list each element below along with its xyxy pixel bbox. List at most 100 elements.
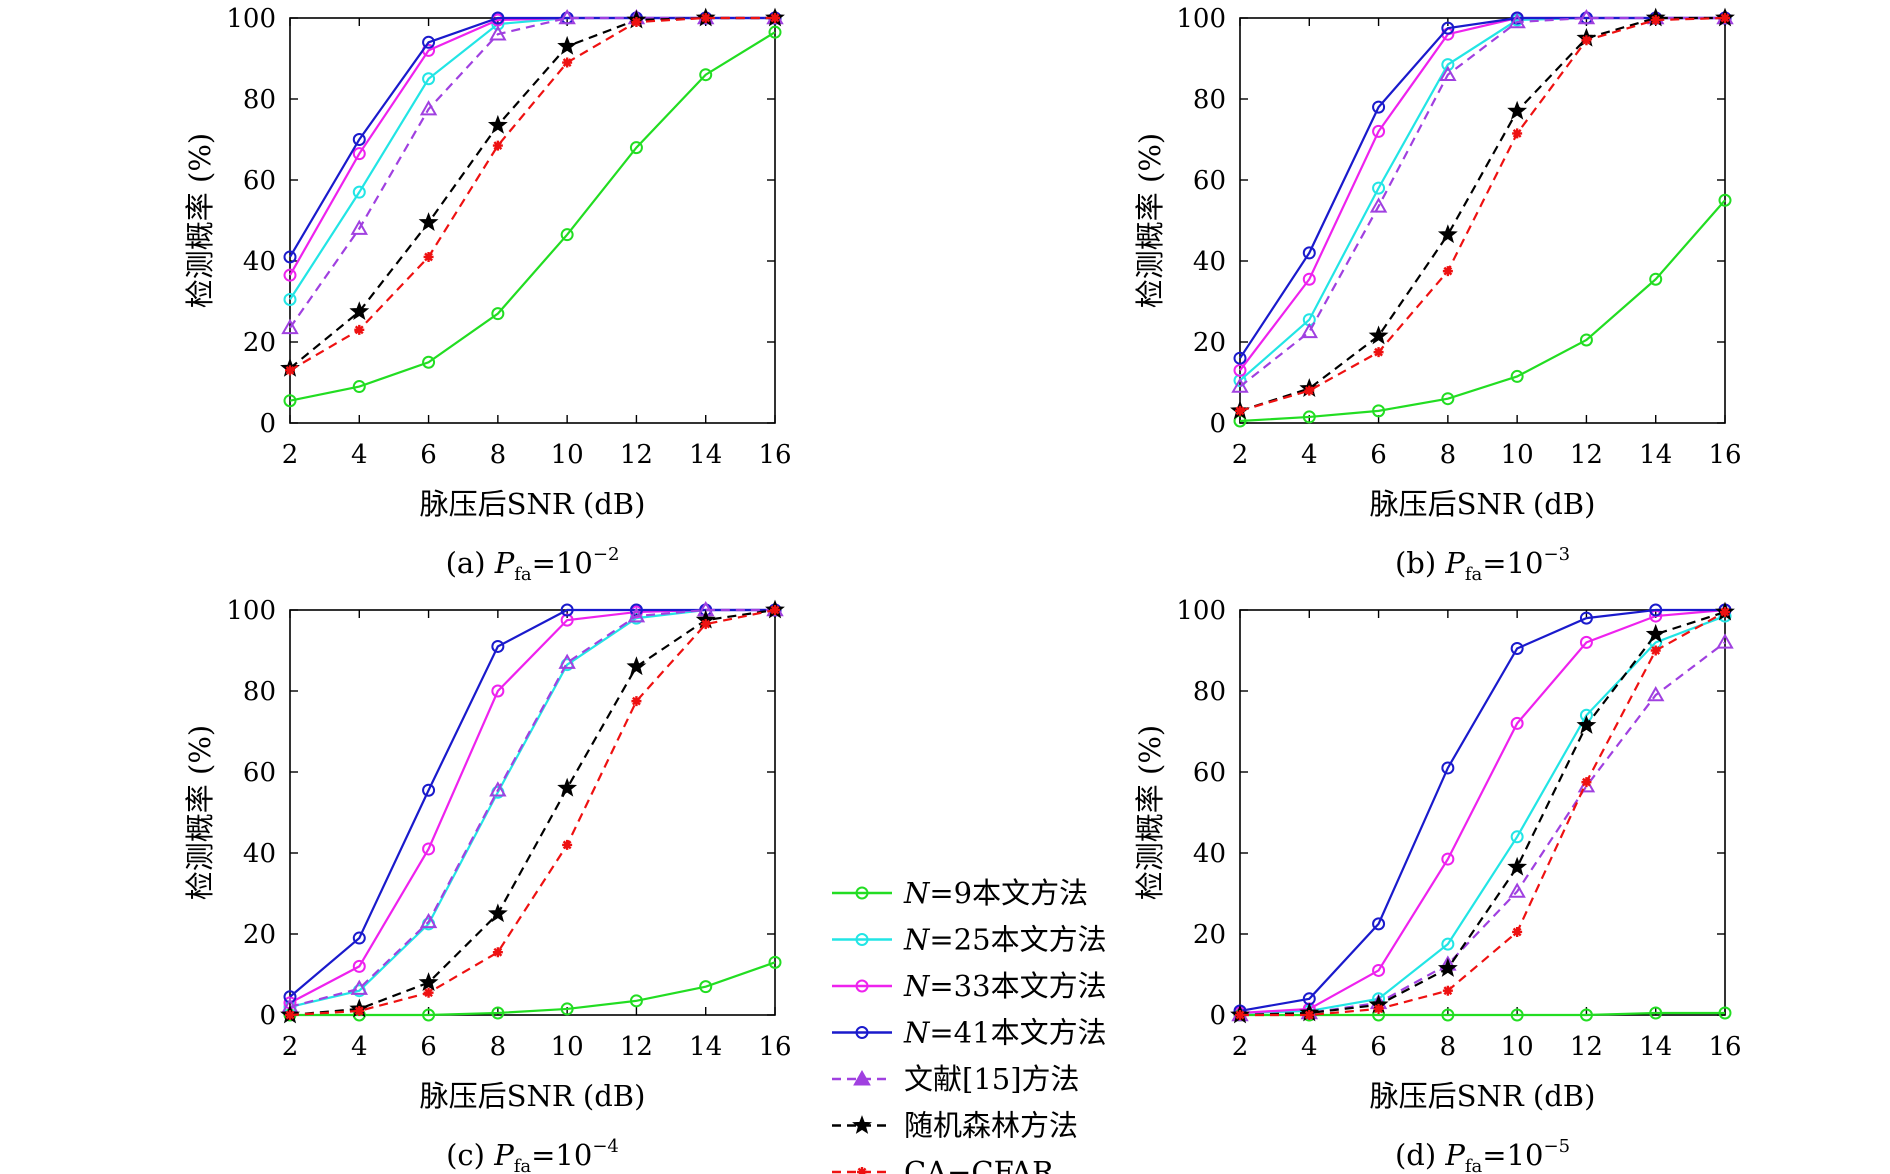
x-tick-label: 8 [1440,1032,1457,1062]
series-ref15 [281,8,784,335]
x-tick-label: 6 [420,440,437,470]
data-point-ref15 [627,607,646,623]
series-n25 [1233,609,1732,1020]
series-line-ref15 [289,608,775,1008]
series-line-ref15 [1239,641,1726,1017]
x-tick-label: 4 [351,1032,368,1062]
data-point-cfar [423,251,434,262]
series-line-cfar [289,608,776,1017]
legend-marker [855,1026,869,1039]
data-point-n9 [1579,333,1593,347]
data-point-n9 [491,307,505,321]
x-tick-label: 2 [1232,1032,1249,1062]
data-point-n41 [422,35,436,49]
data-point-cfar [285,365,295,376]
y-tick-label: 20 [243,328,276,358]
chart-panel-d: 2 4 6 8 10 12 14 16 0 20 40 60 80 100 脉压后SNR (dB) 检测概率 … [1133,596,1742,1174]
series-line-n41 [1239,608,1725,1013]
data-point-rf [1368,325,1389,345]
series-cfar [285,605,780,1020]
data-point-n33 [422,842,436,856]
panel-caption: (b) Pfa=10−3 [1395,544,1570,585]
data-point-ref15 [558,8,576,25]
data-point-n33 [1302,272,1316,286]
data-point-cfar [1373,1003,1384,1014]
y-tick-label: 0 [259,409,276,439]
data-point-n9 [491,1006,505,1020]
y-tick-label: 40 [1193,839,1226,869]
data-point-n9 [1718,1006,1732,1020]
data-point-cfar [1304,1010,1315,1020]
data-point-rf [1437,224,1458,244]
data-point-cfar [423,987,434,998]
legend-entry-n25: N=25本文方法 [832,923,1107,957]
series-line-cfar [1239,16,1726,412]
data-point-ref15 [419,912,438,929]
series-n9 [283,25,782,408]
chart-panel-a: 2 4 6 8 10 12 14 16 0 20 40 60 80 100 脉压后SNR (dB) 检测概率 … [183,4,792,585]
legend-marker [853,1069,871,1086]
series-line-n41 [289,608,775,998]
data-point-ref15 [1508,882,1526,898]
legend-marker [857,1167,867,1174]
data-point-n33 [283,268,297,282]
data-point-cfar [1581,777,1592,788]
data-point-ref15 [558,653,576,669]
series-line-n25 [1239,615,1726,1015]
x-tick-label: 10 [1501,440,1534,470]
series-line-rf [1239,16,1725,412]
data-point-ref15 [1369,197,1388,213]
data-point-cfar [354,324,365,335]
data-point-cfar [700,619,711,630]
y-tick-label: 40 [243,839,276,869]
data-point-rf [557,35,578,55]
data-point-n41 [283,250,297,264]
legend-label: N=9本文方法 [903,876,1088,910]
series-rf [280,7,785,377]
chart-panel-c: 2 4 6 8 10 12 14 16 0 20 40 60 80 100 脉压后SNR (dB) 检测概率 … [183,596,792,1174]
data-point-ref15 [1231,377,1249,393]
x-tick-label: 6 [420,1032,437,1062]
data-point-rf [349,301,370,321]
data-point-n41 [1302,246,1316,260]
legend-entry-n9: N=9本文方法 [832,876,1088,910]
data-point-rf [418,972,439,992]
series-n41 [1233,11,1732,365]
series-n41 [1233,603,1732,1018]
data-point-n33 [1233,363,1247,377]
x-tick-label: 12 [620,1032,653,1062]
data-point-n9 [629,141,643,155]
series-cfar [1235,607,1730,1020]
series-line-n9 [289,31,776,402]
data-point-cfar [1650,15,1661,26]
y-tick-label: 100 [226,596,276,626]
x-tick-label: 10 [551,1032,584,1062]
series-line-n33 [1239,16,1725,372]
y-tick-label: 80 [1193,677,1226,707]
x-tick-label: 10 [1501,1032,1534,1062]
y-tick-label: 20 [1193,920,1226,950]
data-point-rf [1507,100,1528,120]
x-tick-label: 8 [490,1032,507,1062]
legend-marker [855,933,869,946]
data-point-n41 [491,639,505,653]
y-axis-label: 检测概率 (%) [183,725,217,900]
series-line-n33 [289,16,775,276]
panel-caption: (a) Pfa=10−2 [446,544,620,585]
series-n33 [283,11,782,282]
data-point-n25 [1441,58,1455,72]
y-tick-label: 100 [1176,596,1226,626]
data-point-n41 [1510,11,1524,25]
x-tick-label: 12 [1570,1032,1603,1062]
series-line-n33 [289,608,775,1004]
legend-entry-n41: N=41本文方法 [832,1016,1107,1050]
data-point-ref15 [489,781,507,797]
data-point-n9 [1718,193,1732,207]
data-point-n33 [1372,963,1386,977]
x-tick-label: 16 [758,1032,791,1062]
x-tick-label: 10 [551,440,584,470]
data-point-n41 [1441,21,1455,35]
data-point-n25 [352,185,366,199]
data-point-n9 [560,228,574,242]
data-point-n25 [1372,181,1386,195]
